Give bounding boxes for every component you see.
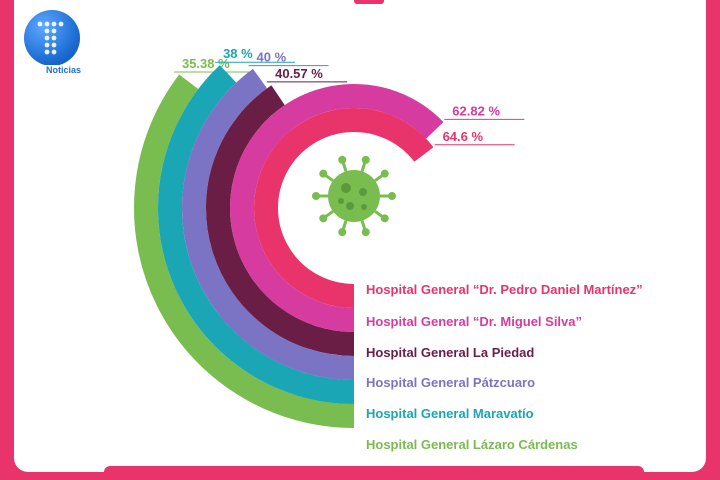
value-label-3: 40.57 % [275, 66, 323, 81]
legend-label-6: Hospital General Lázaro Cárdenas [366, 437, 578, 452]
legend-bar [356, 277, 360, 305]
channel-logo: Noticias [24, 10, 84, 80]
virus-icon [312, 155, 396, 237]
legend-item-5: Hospital General Maravatío [356, 399, 696, 429]
legend-label-4: Hospital General Pátzcuaro [366, 375, 536, 390]
legend-label-5: Hospital General Maravatío [366, 406, 534, 421]
radial-bar-4 [182, 68, 355, 380]
radial-bar-chart: 35.38 %38 % 40 %40.57 %62.82 %64.6 % [134, 46, 525, 428]
value-label-1: 64.6 % [443, 129, 484, 144]
legend-bar [356, 370, 360, 398]
legend-item-4: Hospital General Pátzcuaro [356, 368, 696, 398]
legend-item-3: Hospital General La Piedad [356, 338, 696, 368]
radial-bar-5 [158, 65, 355, 404]
bottom-accent-bar [104, 466, 644, 472]
chart-card: Noticias 35.38 % 38 % 40 % 40.57 % 62.82 % 64… [14, 0, 706, 472]
legend-item-2: Hospital General “Dr. Miguel Silva” [356, 307, 696, 337]
value-label-5: 38 % [223, 46, 253, 61]
logo-text: Noticias [44, 65, 84, 75]
radial-bar-2 [230, 84, 444, 332]
radial-bar-3 [206, 85, 355, 356]
legend-bar [356, 309, 360, 337]
legend-bar [356, 340, 360, 368]
legend-item-6: Hospital General Lázaro Cárdenas [356, 430, 696, 460]
logo-dots-icon [37, 21, 64, 55]
radial-bar-6 [134, 74, 355, 428]
legend-bar [356, 401, 360, 429]
legend-bar [356, 432, 360, 460]
legend-label-3: Hospital General La Piedad [366, 345, 535, 360]
legend-label-2: Hospital General “Dr. Miguel Silva” [366, 314, 583, 329]
radial-bar-1 [254, 108, 434, 308]
legend-item-1: Hospital General “Dr. Pedro Daniel Martí… [356, 275, 696, 305]
value-label-2: 62.82 % [452, 103, 500, 118]
value-label-4: 40 % [257, 50, 287, 65]
top-accent [354, 0, 384, 4]
legend-label-1: Hospital General “Dr. Pedro Daniel Martí… [366, 282, 643, 297]
